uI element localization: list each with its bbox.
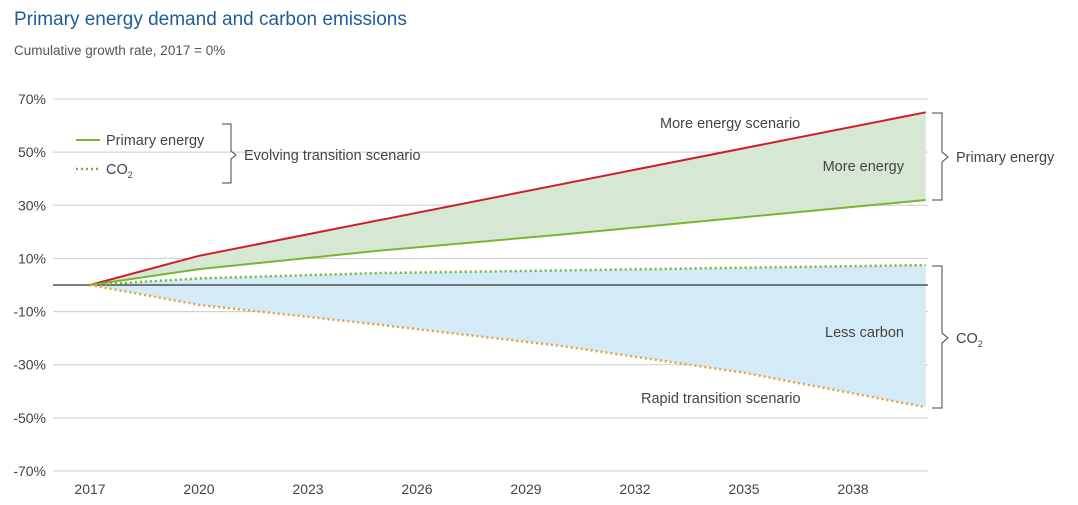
y-tick-label: -10% xyxy=(13,304,46,320)
x-tick-label: 2032 xyxy=(619,481,650,497)
primary-energy-bracket-label: Primary energy xyxy=(956,150,1055,166)
evolving-primary-energy-line xyxy=(89,199,926,286)
rapid-transition-scenario-label: Rapid transition scenario xyxy=(641,391,801,407)
less-carbon-area xyxy=(90,265,926,408)
less-carbon-label: Less carbon xyxy=(825,325,904,341)
y-tick-label: 30% xyxy=(18,197,46,213)
legend-group-bracket xyxy=(222,123,237,184)
x-tick-label: 2035 xyxy=(728,481,759,497)
more-energy-scenario-line xyxy=(89,111,926,286)
x-tick-label: 2017 xyxy=(74,481,105,497)
x-tick-label: 2020 xyxy=(183,481,214,497)
co2-bracket-label: CO2 xyxy=(956,331,983,349)
y-tick-label: -70% xyxy=(13,463,46,479)
y-tick-label: 10% xyxy=(18,250,46,266)
x-tick-label: 2026 xyxy=(401,481,432,497)
y-tick-label: 70% xyxy=(18,91,46,107)
chart-title: Primary energy demand and carbon emissio… xyxy=(14,9,407,30)
y-tick-label: 50% xyxy=(18,144,46,160)
legend-primary-energy-label: Primary energy xyxy=(106,133,205,149)
y-tick-label: -30% xyxy=(13,357,46,373)
evolving-co2-line xyxy=(89,263,926,287)
x-tick-label: 2023 xyxy=(292,481,323,497)
x-tick-label: 2038 xyxy=(837,481,868,497)
x-tick-label: 2029 xyxy=(510,481,541,497)
more-energy-label: More energy xyxy=(823,159,905,175)
y-tick-label: -50% xyxy=(13,410,46,426)
primary-energy-bracket xyxy=(932,112,949,201)
co2-bracket xyxy=(932,265,949,409)
more-energy-area xyxy=(90,112,926,285)
legend-co2-label: CO2 xyxy=(106,162,133,180)
legend-group-label: Evolving transition scenario xyxy=(244,148,421,164)
rapid-transition-co2-line xyxy=(89,283,926,409)
chart-subtitle: Cumulative growth rate, 2017 = 0% xyxy=(14,43,226,58)
more-energy-scenario-label: More energy scenario xyxy=(660,116,800,132)
